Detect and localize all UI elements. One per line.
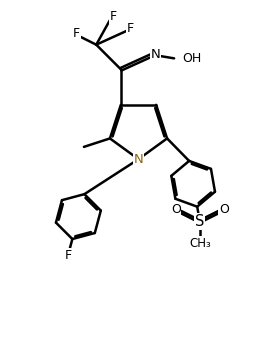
Text: S: S <box>195 214 204 229</box>
Text: F: F <box>110 10 117 23</box>
Text: OH: OH <box>182 52 201 65</box>
Text: O: O <box>219 203 229 216</box>
Text: F: F <box>127 22 134 35</box>
Text: F: F <box>65 249 71 262</box>
Text: N: N <box>151 48 161 61</box>
Text: CH₃: CH₃ <box>189 237 211 250</box>
Text: F: F <box>73 27 80 40</box>
Text: O: O <box>171 203 181 216</box>
Text: N: N <box>134 153 143 166</box>
